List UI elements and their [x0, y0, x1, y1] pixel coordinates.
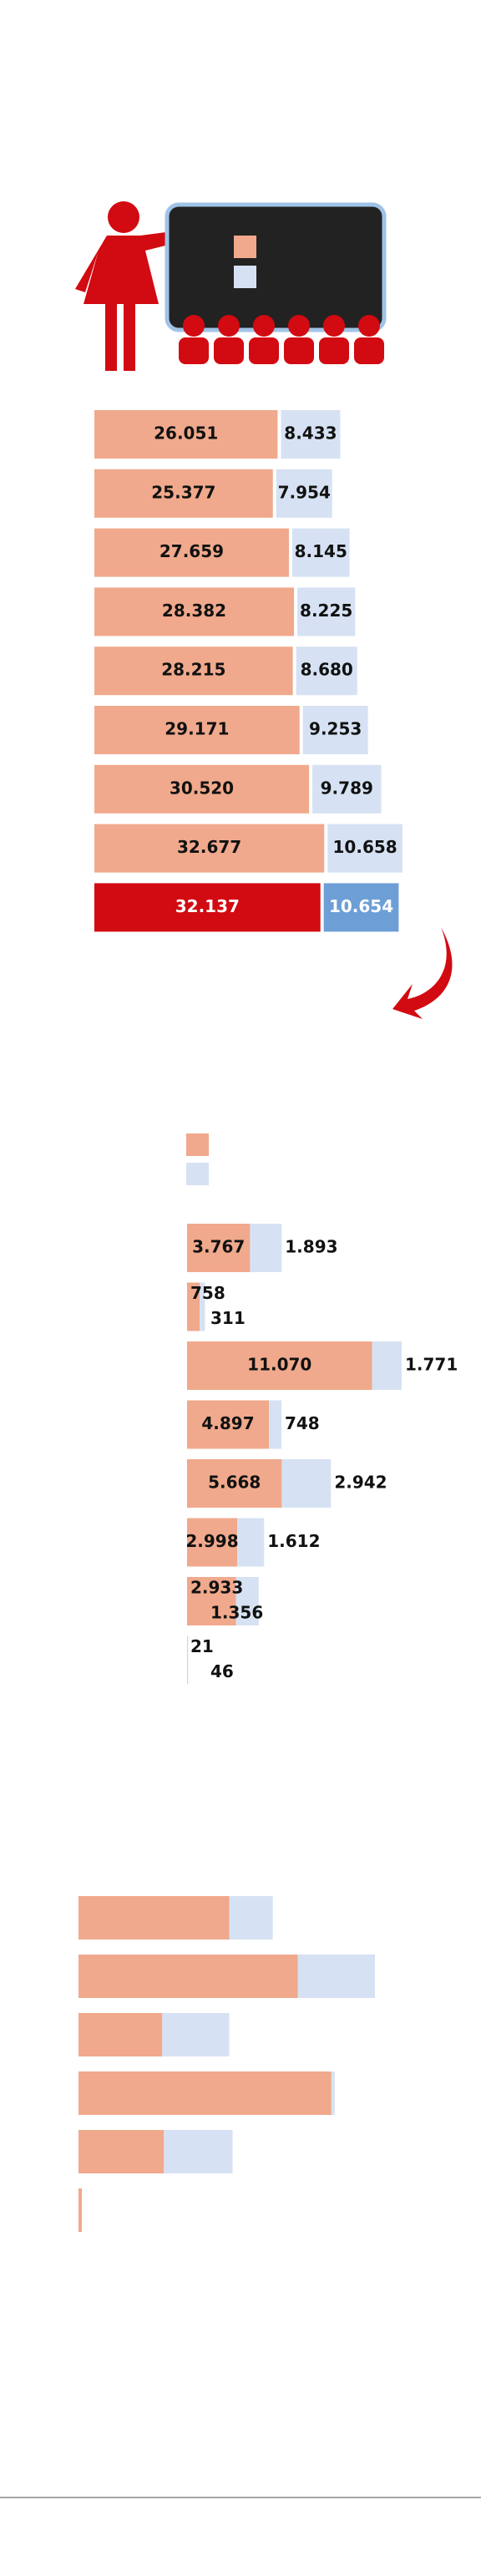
value-label: 9.253 — [309, 719, 362, 739]
value-label: 32.677 — [177, 837, 241, 857]
value-label: 8.680 — [301, 660, 353, 680]
value-label: 26.051 — [154, 423, 218, 444]
value-label: 2.942 — [334, 1473, 387, 1493]
value-label: 8.225 — [300, 601, 352, 621]
value-label: 32.137 — [175, 896, 240, 916]
bar-segment — [230, 1896, 273, 1940]
bar-segment — [187, 1636, 188, 1685]
bar-segment — [237, 1519, 264, 1567]
value-label: 3.767 — [192, 1237, 245, 1257]
bar-segment — [164, 2130, 232, 2173]
bar-segment — [78, 2013, 162, 2056]
value-label: 8.433 — [284, 423, 337, 444]
value-label: 2.933 — [190, 1578, 243, 1598]
bar-segment — [372, 1341, 402, 1390]
bar-segment — [78, 1955, 298, 1998]
bar-segment — [162, 2013, 229, 2056]
bar-segment — [332, 2071, 335, 2115]
value-label: 29.171 — [165, 719, 229, 739]
value-label: 10.654 — [329, 896, 393, 916]
value-label: 1.356 — [210, 1603, 263, 1623]
value-label: 758 — [190, 1283, 225, 1303]
legend-swatch — [186, 1163, 209, 1185]
value-label: 1.612 — [267, 1531, 320, 1551]
bar-segment — [269, 1401, 281, 1449]
value-label: 28.215 — [161, 660, 225, 680]
bar-segment — [78, 2071, 332, 2115]
value-label: 28.382 — [162, 601, 226, 621]
bar-segment — [298, 1955, 375, 1998]
value-label: 5.668 — [208, 1473, 261, 1493]
value-label: 8.145 — [295, 541, 347, 561]
value-label: 10.658 — [333, 837, 397, 857]
arrow — [392, 927, 452, 1019]
value-label: 748 — [285, 1413, 320, 1433]
bar-segment — [78, 1896, 230, 1940]
value-label: 9.789 — [321, 778, 373, 798]
value-label: 7.954 — [278, 482, 331, 502]
value-label: 4.897 — [201, 1413, 254, 1433]
value-label: 21 — [190, 1636, 214, 1656]
value-label: 1.893 — [285, 1237, 337, 1257]
value-label: 25.377 — [151, 482, 215, 502]
bar-segment — [78, 2130, 164, 2173]
value-label: 1.771 — [405, 1355, 458, 1375]
bar-segment — [281, 1459, 331, 1508]
teacher-icon — [75, 201, 384, 371]
value-label: 27.659 — [159, 541, 224, 561]
value-label: 311 — [210, 1308, 246, 1328]
value-label: 2.998 — [185, 1531, 238, 1551]
bar-segment — [250, 1224, 281, 1272]
legend-swatch — [186, 1133, 209, 1156]
value-label: 30.520 — [170, 778, 234, 798]
bar-segment — [78, 2188, 82, 2232]
value-label: 11.070 — [247, 1355, 311, 1375]
value-label: 46 — [210, 1661, 234, 1681]
